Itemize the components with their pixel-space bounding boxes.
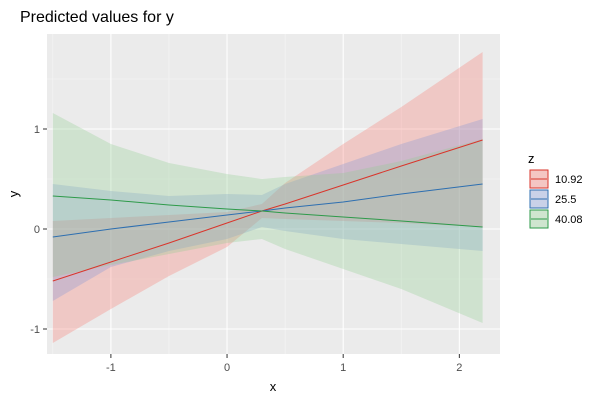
legend-label: 40.08 [555, 214, 583, 226]
band-series-1 [52, 52, 483, 343]
x-axis-title: x [270, 379, 277, 394]
x-tick-label: 2 [456, 362, 462, 374]
y-tick-label: 1 [34, 124, 40, 136]
legend-items: 10.92 25.5 40.08 [528, 168, 583, 230]
band-series-3 [52, 113, 483, 323]
plot-panel [47, 34, 500, 354]
legend-label: 10.92 [555, 174, 583, 186]
legend: z 10.92 25.5 40.08 [528, 151, 583, 230]
prediction-lines [52, 139, 483, 282]
y-tick-label: -1 [30, 324, 40, 336]
axis-ticks: -1 0 1 2 -1 0 1 [30, 124, 462, 374]
x-tick-label: -1 [106, 362, 116, 374]
chart-title: Predicted values for y [20, 9, 174, 26]
x-tick-label: 1 [340, 362, 346, 374]
grid-layer [47, 34, 500, 354]
line-series-3 [52, 195, 483, 228]
y-tick-label: 0 [34, 224, 40, 236]
x-tick-label: 0 [224, 362, 230, 374]
y-axis-title: y [6, 190, 21, 197]
legend-label: 25.5 [555, 194, 576, 206]
legend-title: z [528, 151, 535, 166]
